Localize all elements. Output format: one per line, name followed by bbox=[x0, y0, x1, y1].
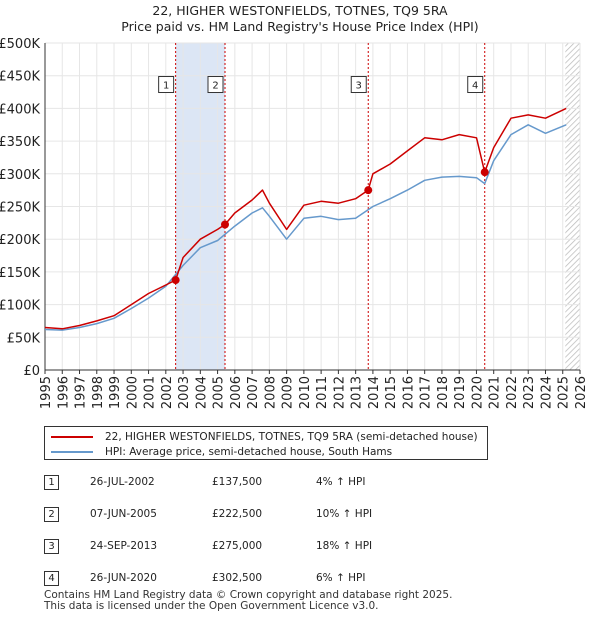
sale-row: 3 24-SEP-2013 £275,000 18% ↑ HPI bbox=[44, 536, 444, 568]
x-tick-label: 1998 bbox=[91, 376, 106, 409]
x-tick-label: 2024 bbox=[539, 376, 554, 409]
y-tick-label: £200K bbox=[0, 233, 40, 248]
y-tick-label: £500K bbox=[0, 37, 40, 52]
x-tick-label: 1999 bbox=[108, 376, 123, 409]
property-price-line bbox=[44, 107, 567, 330]
sale-number: 1 bbox=[44, 475, 59, 490]
sale-row: 4 26-JUN-2020 £302,500 6% ↑ HPI bbox=[44, 568, 444, 600]
footer-copyright: Contains HM Land Registry data © Crown c… bbox=[44, 589, 453, 601]
legend-item-hpi: HPI: Average price, semi-detached house,… bbox=[51, 445, 392, 459]
sale-date: 26-JUL-2002 bbox=[90, 476, 155, 488]
x-tick-label: 2011 bbox=[315, 376, 330, 409]
y-tick-label: £50K bbox=[7, 331, 41, 346]
legend-label-property: 22, HIGHER WESTONFIELDS, TOTNES, TQ9 5RA… bbox=[105, 431, 478, 443]
x-tick-label: 2025 bbox=[557, 376, 572, 409]
x-tick-label: 2005 bbox=[212, 376, 227, 409]
sale-date: 26-JUN-2020 bbox=[90, 572, 157, 584]
sale-point bbox=[221, 220, 230, 229]
x-tick-label: 2009 bbox=[281, 376, 296, 409]
x-tick-label: 2016 bbox=[401, 376, 416, 409]
x-tick-label: 1997 bbox=[74, 376, 89, 409]
sales-table: 1 26-JUL-2002 £137,500 4% ↑ HPI 2 07-JUN… bbox=[44, 472, 444, 600]
sale-marker-label: 1 bbox=[158, 76, 175, 94]
sale-price: £302,500 bbox=[212, 572, 263, 584]
sale-number: 2 bbox=[44, 507, 59, 522]
sale-point bbox=[480, 168, 489, 177]
x-tick-label: 2000 bbox=[125, 376, 140, 409]
footer: Contains HM Land Registry data © Crown c… bbox=[44, 590, 452, 612]
x-tick-label: 2026 bbox=[574, 376, 589, 409]
hpi-line bbox=[44, 124, 567, 331]
x-tick-label: 2015 bbox=[384, 376, 399, 409]
x-tick-label: 2007 bbox=[246, 376, 261, 409]
x-tick-label: 2004 bbox=[194, 376, 209, 409]
x-tick-label: 2023 bbox=[522, 376, 537, 409]
x-tick-label: 2002 bbox=[160, 376, 175, 409]
sale-marker-box bbox=[350, 76, 367, 94]
sale-marker-number: 2 bbox=[212, 81, 218, 92]
sale-marker-label: 4 bbox=[467, 76, 484, 94]
x-tick-label: 2013 bbox=[350, 376, 365, 409]
x-tick-label: 2017 bbox=[419, 376, 434, 409]
sale-marker-box bbox=[207, 76, 224, 94]
legend: 22, HIGHER WESTONFIELDS, TOTNES, TQ9 5RA… bbox=[44, 426, 488, 460]
sale-marker-number: 4 bbox=[472, 81, 478, 92]
x-tick-label: 2012 bbox=[332, 376, 347, 409]
sale-price: £137,500 bbox=[212, 476, 263, 488]
y-tick-label: £150K bbox=[0, 266, 40, 281]
x-tick-label: 2010 bbox=[298, 376, 313, 409]
y-tick-label: £100K bbox=[0, 299, 40, 314]
x-tick-label: 2014 bbox=[367, 376, 382, 409]
legend-swatch-red bbox=[51, 436, 93, 438]
sale-marker-box bbox=[467, 76, 484, 94]
sale-hpi: 6% ↑ HPI bbox=[316, 572, 366, 584]
price-chart: £0 £50K £100K £150K £200K £250K £300K £350K £400… bbox=[0, 37, 589, 409]
y-tick-label: £450K bbox=[0, 70, 40, 85]
y-tick-label: £300K bbox=[0, 168, 40, 183]
sale-point bbox=[171, 276, 180, 285]
x-tick-label: 2001 bbox=[143, 376, 158, 409]
sale-row: 2 07-JUN-2005 £222,500 10% ↑ HPI bbox=[44, 504, 444, 536]
sale-hpi: 10% ↑ HPI bbox=[316, 508, 373, 520]
y-tick-label: £400K bbox=[0, 102, 40, 117]
sale-row: 1 26-JUL-2002 £137,500 4% ↑ HPI bbox=[44, 472, 444, 504]
sale-point bbox=[364, 186, 373, 195]
footer-license: This data is licensed under the Open Gov… bbox=[44, 600, 379, 612]
x-tick-label: 2019 bbox=[453, 376, 468, 409]
x-tick-label: 2021 bbox=[488, 376, 503, 409]
x-tick-label: 1996 bbox=[56, 376, 71, 409]
sale-marker-label: 3 bbox=[350, 76, 367, 94]
y-tick-label: £0 bbox=[23, 364, 40, 379]
sale-marker-number: 1 bbox=[163, 81, 169, 92]
x-tick-label: 1995 bbox=[39, 376, 54, 409]
sale-number: 3 bbox=[44, 539, 59, 554]
legend-item-property: 22, HIGHER WESTONFIELDS, TOTNES, TQ9 5RA… bbox=[51, 430, 478, 444]
y-tick-label: £250K bbox=[0, 201, 40, 216]
chart-title: 22, HIGHER WESTONFIELDS, TOTNES, TQ9 5RA bbox=[152, 3, 448, 18]
sale-hpi: 18% ↑ HPI bbox=[316, 540, 373, 552]
x-tick-label: 2003 bbox=[177, 376, 192, 409]
sale-price: £275,000 bbox=[212, 540, 263, 552]
sale-marker-number: 3 bbox=[356, 81, 362, 92]
x-tick-label: 2018 bbox=[436, 376, 451, 409]
x-tick-label: 2006 bbox=[229, 376, 244, 409]
y-tick-label: £350K bbox=[0, 135, 40, 150]
sale-marker-label: 2 bbox=[207, 76, 224, 94]
sale-date: 24-SEP-2013 bbox=[90, 540, 158, 552]
sale-date: 07-JUN-2005 bbox=[90, 508, 157, 520]
sale-hpi: 4% ↑ HPI bbox=[316, 476, 366, 488]
sale-price: £222,500 bbox=[212, 508, 263, 520]
sale-number: 4 bbox=[44, 571, 59, 586]
legend-swatch-blue bbox=[51, 451, 93, 453]
x-tick-label: 2022 bbox=[505, 376, 520, 409]
sale-marker-box bbox=[158, 76, 175, 94]
legend-label-hpi: HPI: Average price, semi-detached house,… bbox=[105, 446, 393, 458]
x-tick-label: 2020 bbox=[470, 376, 485, 409]
x-tick-label: 2008 bbox=[263, 376, 278, 409]
chart-subtitle: Price paid vs. HM Land Registry's House … bbox=[121, 19, 479, 34]
